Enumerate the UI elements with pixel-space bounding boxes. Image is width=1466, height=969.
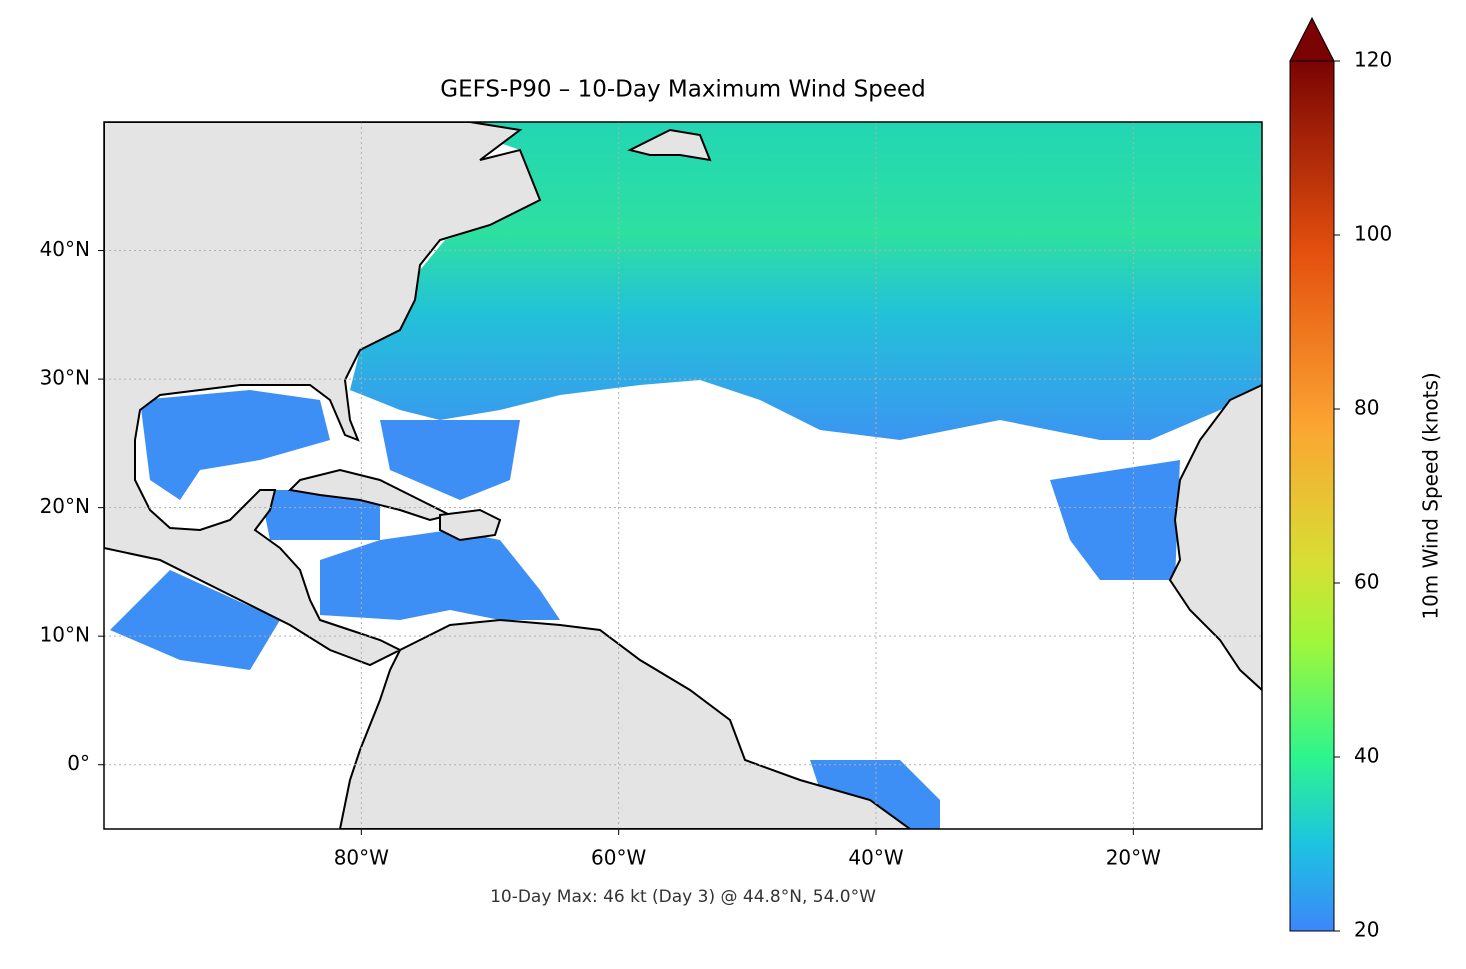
map-frame [103,121,1263,830]
y-tick-label: 30°N [40,366,90,390]
grid [104,122,1262,829]
wind-field [350,122,1262,440]
y-tick-label: 0° [67,751,90,775]
x-tick-label: 60°W [591,846,646,870]
north-america [104,122,542,667]
annotation: 10-Day Max: 46 kt (Day 3) @ 44.8°N, 54.0… [490,887,876,907]
wind-field [810,760,940,829]
wind-field [110,570,280,670]
wind-field [380,420,520,500]
x-tick-label: 80°W [334,846,389,870]
colorbar-tick-label: 120 [1354,48,1392,72]
colorbar-tick-label: 60 [1354,570,1379,594]
x-tick-label: 40°W [848,846,903,870]
wind-field [140,390,330,500]
colorbar-tick-label: 40 [1354,744,1379,768]
colorbar [1289,60,1335,932]
y-tick-label: 10°N [40,623,90,647]
colorbar-tick-label: 100 [1354,222,1392,246]
x-tick-label: 20°W [1106,846,1161,870]
wind-field [320,530,560,620]
colorbar-label: 10m Wind Speed (knots) [1419,372,1443,619]
hispaniola [439,508,502,542]
colorbar-extend [1289,16,1335,62]
map-area [104,122,1262,829]
y-tick-label: 40°N [40,237,90,261]
south-america [338,618,912,829]
colorbar-tick-label: 20 [1354,918,1379,942]
colorbar-tick-label: 80 [1354,396,1379,420]
africa [1168,383,1262,692]
newfoundland [627,128,712,162]
title: GEFS-P90 – 10-Day Maximum Wind Speed [440,77,925,103]
wind-field [1050,460,1180,580]
y-tick-label: 20°N [40,494,90,518]
wind-field [260,490,380,540]
